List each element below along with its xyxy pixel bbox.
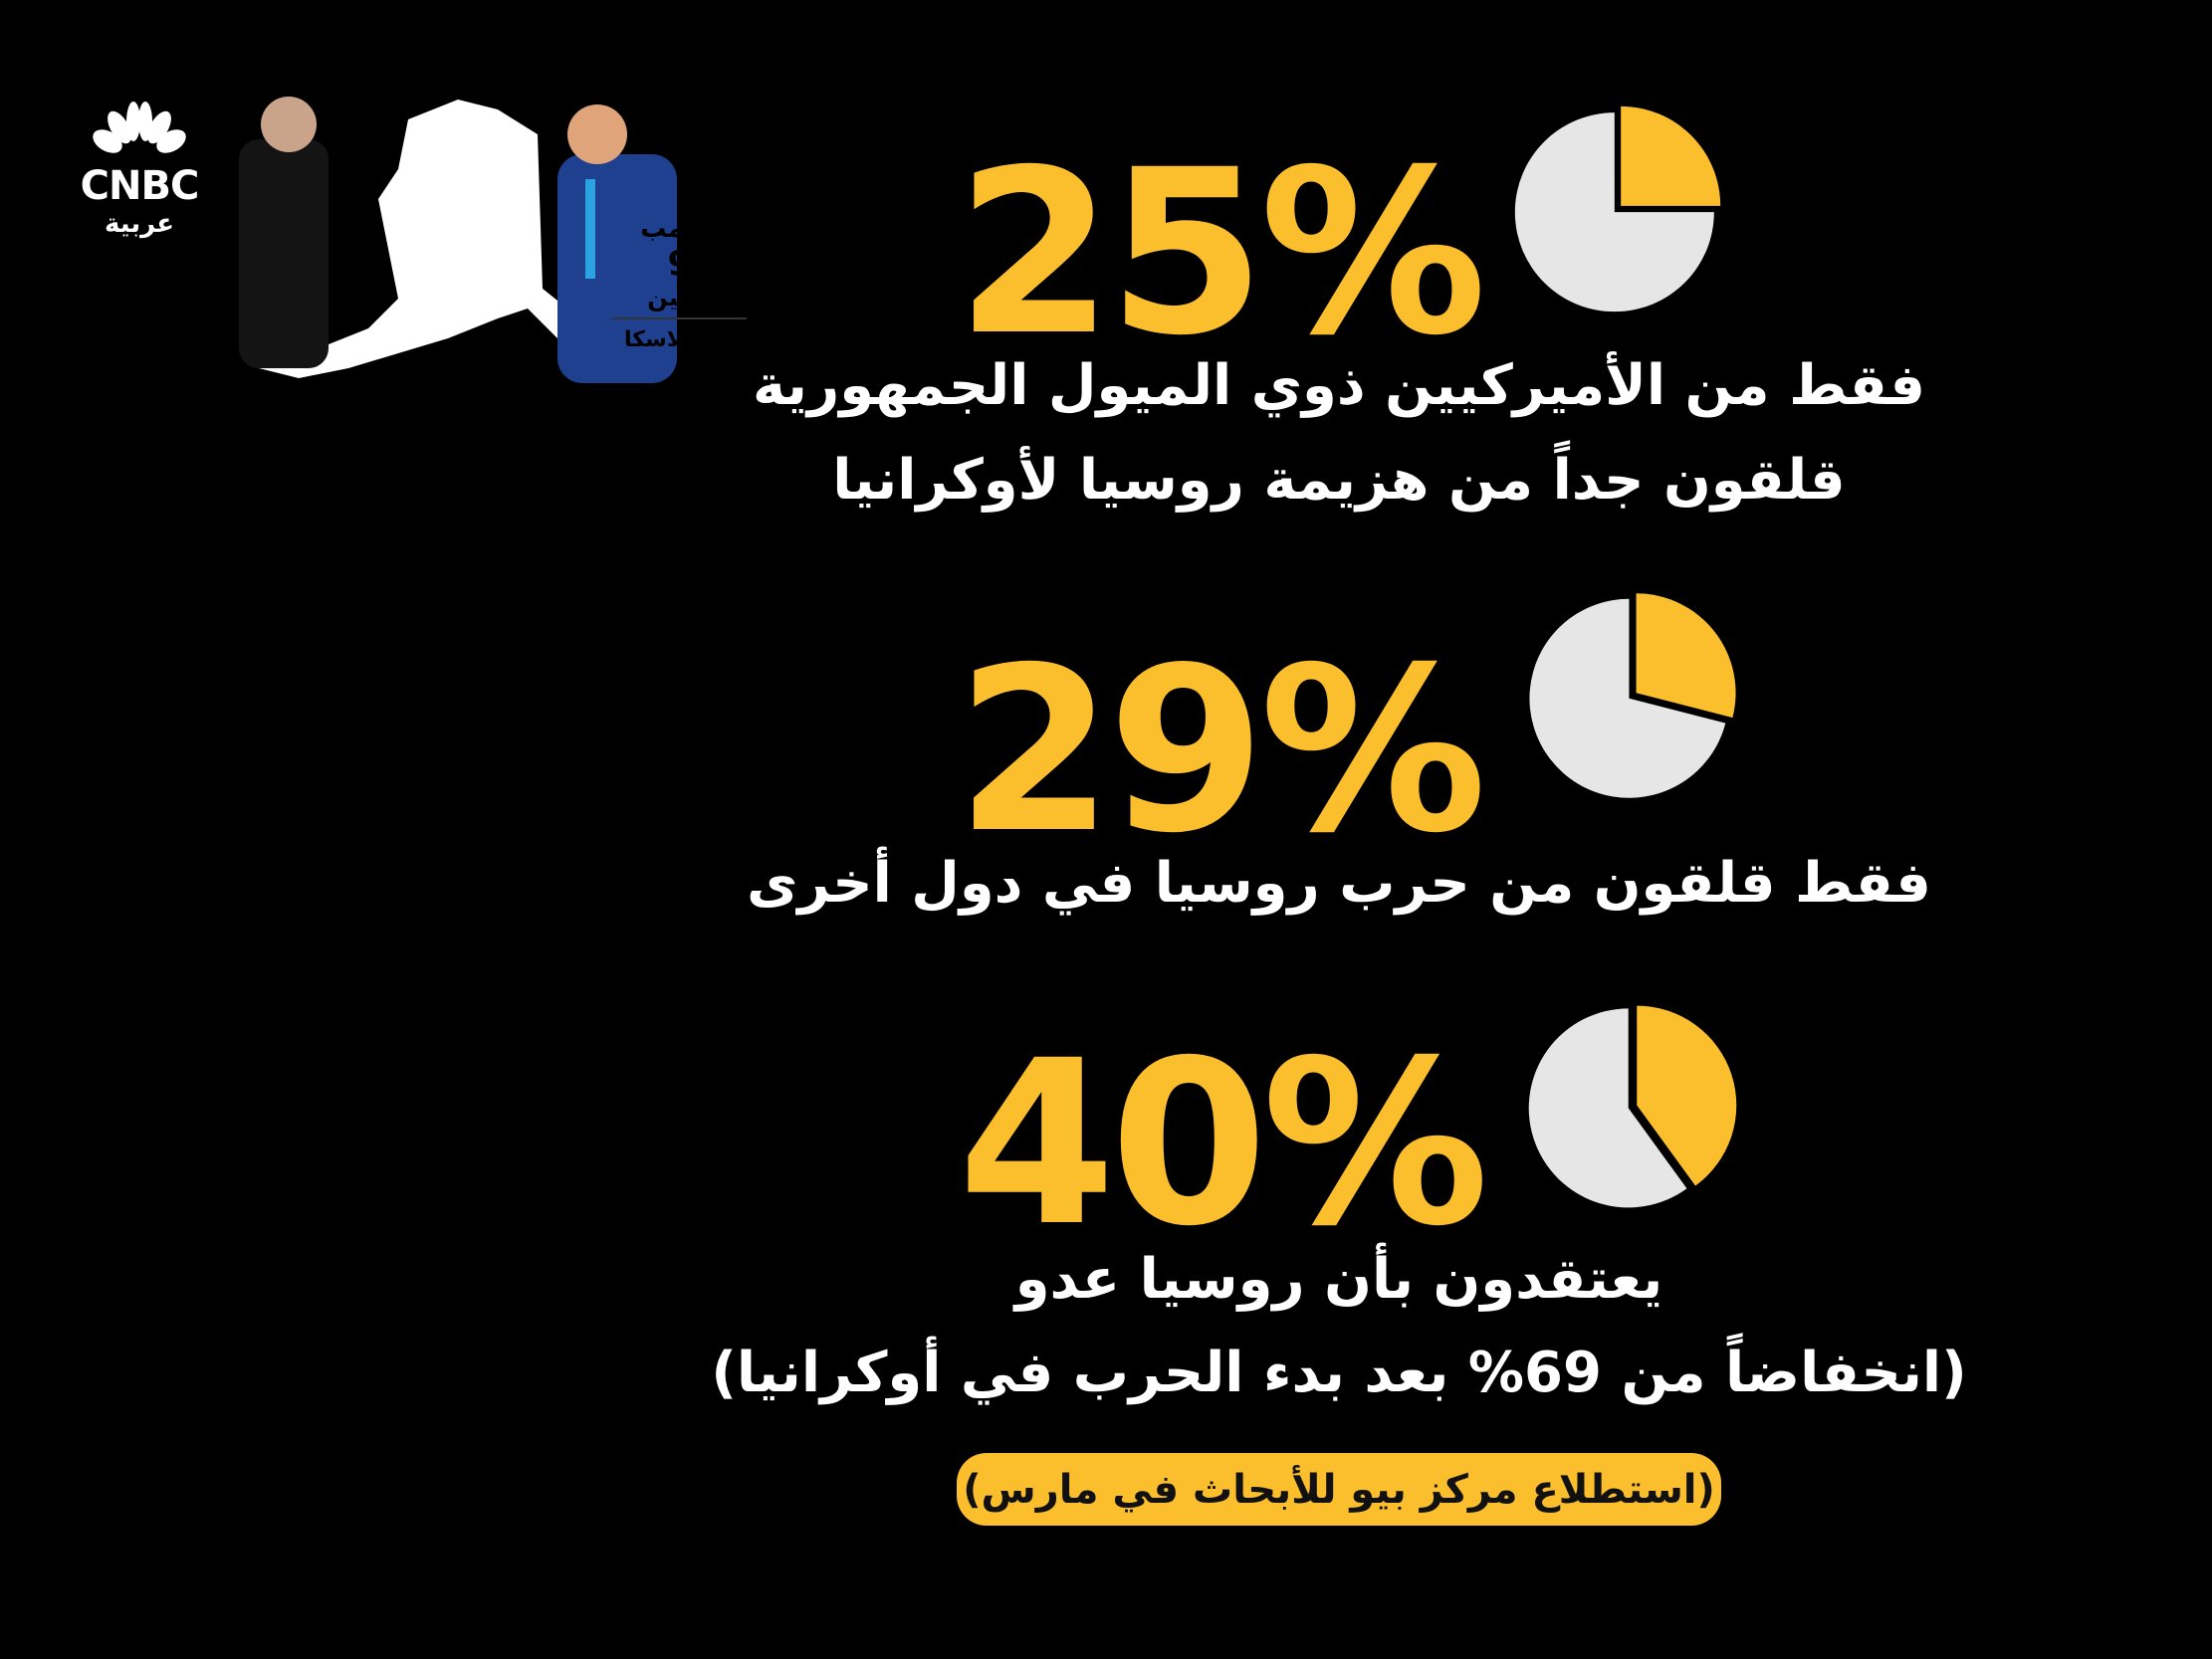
stat-1-line-2: قلقون جداً من هزيمة روسيا لأوكرانيا <box>832 448 1846 513</box>
pie-remainder-slice <box>1514 112 1714 312</box>
stat-1-percent: 25% <box>956 120 1487 385</box>
stat-3-line-2: (انخفاضاً من 69% بعد بدء الحرب في أوكران… <box>711 1341 1967 1405</box>
pie-highlight-slice <box>1621 105 1721 206</box>
logo-text: CNBC <box>80 163 200 209</box>
logo-subtext: عربية <box>104 209 175 239</box>
stat-1-pie-chart <box>1514 105 1721 312</box>
peacock-icon <box>93 102 186 153</box>
pie-remainder-slice <box>1529 598 1726 798</box>
cnbc-arabia-logo: CNBC عربية <box>70 100 209 239</box>
source-text: (استطلاع مركز بيو للأبحاث في مارس) <box>963 1466 1715 1513</box>
header-graphic: ترامب 9 بوتين في ألاسكا <box>199 80 747 398</box>
stat-2-percent: 29% <box>956 618 1487 883</box>
header-graphic-text: ترامب 9 بوتين في ألاسكا <box>612 214 747 352</box>
pie-remainder-slice <box>1528 1008 1687 1208</box>
alaska-map-with-leaders <box>239 97 677 383</box>
header-line-3: بوتين <box>612 284 747 319</box>
header-line-1: ترامب <box>640 214 719 244</box>
stat-3-pie-chart <box>1528 1005 1737 1208</box>
header-line-2: 9 <box>667 244 692 284</box>
stat-3-percent: 40% <box>958 1011 1489 1276</box>
pie-highlight-slice <box>1637 1005 1737 1186</box>
pie-highlight-slice <box>1636 593 1736 719</box>
source-badge: (استطلاع مركز بيو للأبحاث في مارس) <box>957 1453 1721 1526</box>
stat-2-pie-chart <box>1529 593 1736 798</box>
stat-3-line-1: يعتقدون بأن روسيا عدو <box>1014 1247 1663 1312</box>
stat-2-line-1: فقط قلقون من حرب روسيا في دول أخرى <box>747 851 1931 916</box>
header-line-4: في ألاسكا <box>624 327 735 352</box>
stat-1-line-1: فقط من الأميركيين ذوي الميول الجمهورية <box>752 353 1926 418</box>
